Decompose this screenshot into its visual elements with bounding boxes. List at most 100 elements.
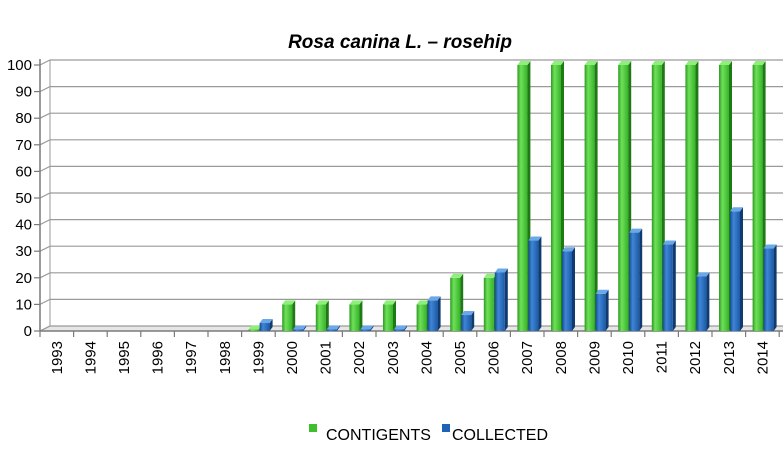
contigents-bar-top: [719, 61, 732, 65]
gridline: [39, 139, 783, 146]
x-tick-label: 2010: [620, 341, 637, 374]
contigents-bar-top: [584, 61, 598, 65]
y-tick-label: 80: [15, 110, 32, 127]
collected-bar-top: [595, 289, 609, 294]
collected-bar-body: [562, 251, 572, 331]
x-tick-label: 1999: [250, 341, 267, 374]
contigents-bar-top: [282, 300, 296, 305]
legend-swatch-contigents: [309, 424, 317, 432]
collected-bar-side: [269, 319, 273, 331]
collected-bar-side: [370, 325, 374, 331]
collected-bar: [326, 325, 340, 331]
x-tick-label: 2005: [452, 341, 469, 374]
x-tick-label: 2014: [754, 341, 771, 374]
contigents-bar-body: [517, 65, 528, 331]
collected-bar-side: [538, 236, 542, 331]
collected-bar: [293, 325, 307, 331]
contigents-bar-body: [349, 304, 360, 331]
contigents-bar: [315, 300, 329, 331]
contigents-bar-top: [383, 300, 396, 305]
collected-bar-body: [662, 244, 673, 331]
x-tick-label: 2012: [687, 341, 704, 374]
gridline: [39, 192, 783, 199]
collected-bar-side: [471, 311, 475, 331]
collected-bar-body: [595, 293, 606, 331]
x-tick-label: 2009: [586, 341, 603, 374]
collected-bar: [730, 207, 743, 331]
collected-bar-top: [662, 240, 676, 245]
y-tick-label: 70: [15, 137, 32, 154]
collected-bar-side: [639, 228, 643, 331]
collected-bar-top: [360, 325, 374, 330]
x-tick-label: 1997: [183, 341, 200, 374]
collected-bar-side: [404, 325, 407, 331]
contigents-bar-top: [551, 61, 564, 65]
collected-bar-body: [326, 329, 337, 331]
collected-bar: [360, 325, 374, 331]
contigents-bar-side: [594, 61, 598, 331]
x-tick-label: 2002: [351, 341, 368, 374]
contigents-bar-body: [248, 329, 259, 331]
collected-bar-body: [427, 300, 438, 331]
contigents-bar-top: [349, 300, 363, 305]
collected-bar-body: [629, 232, 640, 331]
collected-bar-side: [336, 325, 340, 331]
contigents-bar-top: [517, 61, 531, 65]
collected-bar-top: [394, 325, 407, 330]
contigents-bar-body: [551, 65, 561, 331]
collected-bar-top: [763, 244, 777, 249]
gridline: [39, 85, 783, 93]
x-tick-label: 1996: [150, 341, 167, 374]
contigents-bar-top: [315, 300, 329, 305]
collected-bar-side: [605, 289, 609, 331]
collected-bar: [528, 236, 542, 331]
collected-bar: [696, 272, 710, 331]
contigents-bar-side: [292, 300, 296, 331]
x-tick-label: 2011: [654, 341, 671, 373]
contigents-bar-top: [618, 61, 632, 65]
collected-bar-side: [706, 272, 710, 331]
gridline: [39, 219, 783, 226]
y-tick-label: 40: [15, 217, 32, 234]
collected-bar-side: [672, 240, 676, 331]
contigents-bar-body: [450, 277, 461, 331]
collected-bar-body: [730, 211, 740, 331]
y-tick-label: 20: [15, 270, 32, 287]
contigents-bar-top: [483, 273, 497, 278]
contigents-bar-top: [752, 61, 766, 65]
collected-bar: [595, 289, 609, 331]
contigents-bar-top: [685, 61, 699, 65]
contigents-bar: [584, 61, 598, 331]
contigents-bar-body: [315, 304, 326, 331]
x-tick-label: 2006: [486, 341, 503, 374]
collected-bar-body: [696, 276, 707, 331]
collected-bar-body: [494, 272, 505, 331]
contigents-bar-top: [651, 61, 665, 65]
x-tick-label: 2004: [418, 341, 435, 374]
contigents-bar-side: [695, 61, 699, 331]
x-tick-label: 2008: [553, 341, 570, 374]
plot-area: 0 10 20 30 40 50 60 70 80 90 100 1993 1994 1995 1996 19…: [7, 57, 783, 374]
contigents-bar-body: [685, 65, 696, 331]
collected-bar-side: [504, 268, 508, 331]
collected-bar-body: [763, 248, 774, 331]
contigents-bar-top: [248, 325, 262, 330]
x-tick-label: 2013: [721, 341, 738, 374]
collected-bar-top: [730, 207, 743, 212]
x-tick-label: 1993: [49, 341, 66, 374]
y-tick-label: 100: [7, 57, 32, 74]
legend: CONTIGENTS COLLECTED: [309, 424, 548, 444]
collected-bar-top: [528, 236, 542, 241]
collected-bar: [629, 228, 643, 331]
collected-bar-top: [461, 311, 475, 316]
collected-bar-top: [494, 268, 508, 273]
contigents-bar-side: [393, 300, 396, 331]
collected-bar: [763, 244, 777, 331]
collected-bar-top: [259, 319, 273, 324]
collected-bar-side: [773, 244, 777, 331]
collected-bar: [562, 247, 575, 331]
legend-swatch-collected: [442, 424, 450, 432]
collected-bar-top: [326, 325, 340, 330]
contigents-bar-body: [416, 304, 427, 331]
collected-bar: [494, 268, 508, 331]
